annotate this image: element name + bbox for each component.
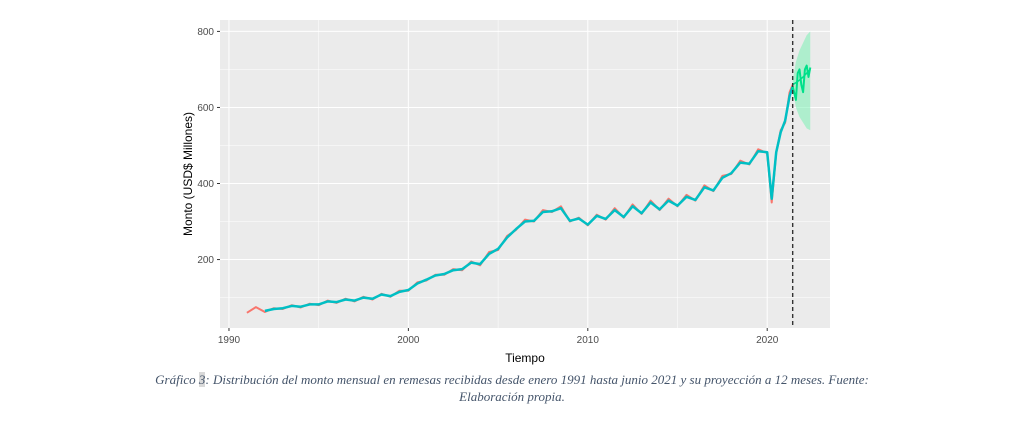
- y-tick-label: 400: [197, 179, 214, 190]
- y-tick-label: 800: [197, 27, 214, 38]
- x-tick-label: 2000: [397, 335, 420, 346]
- y-tick-label: 600: [197, 103, 214, 114]
- x-axis-title: Tiempo: [505, 351, 545, 365]
- x-tick-label: 1990: [218, 335, 241, 346]
- caption-number: 3: [198, 372, 206, 387]
- axes: 1990 2000 2010 2020 200 400 600 800: [197, 27, 778, 346]
- y-axis-title: Monto (USD$ Millones): [181, 112, 195, 236]
- forecast-mean-line: [792, 68, 811, 86]
- caption-prefix: Gráfico: [155, 372, 199, 387]
- figure-caption: Gráfico 3: Distribución del monto mensua…: [130, 371, 894, 405]
- caption-text: : Distribución del monto mensual en reme…: [205, 372, 869, 404]
- x-tick-label: 2010: [577, 335, 600, 346]
- series-layer: [246, 64, 812, 314]
- fitted-series-line: [264, 86, 794, 313]
- x-tick-label: 2020: [756, 335, 779, 346]
- plot-panel: [220, 20, 830, 328]
- forecast-series-line: [791, 64, 812, 101]
- gridlines: [220, 20, 830, 328]
- y-tick-label: 200: [197, 255, 214, 266]
